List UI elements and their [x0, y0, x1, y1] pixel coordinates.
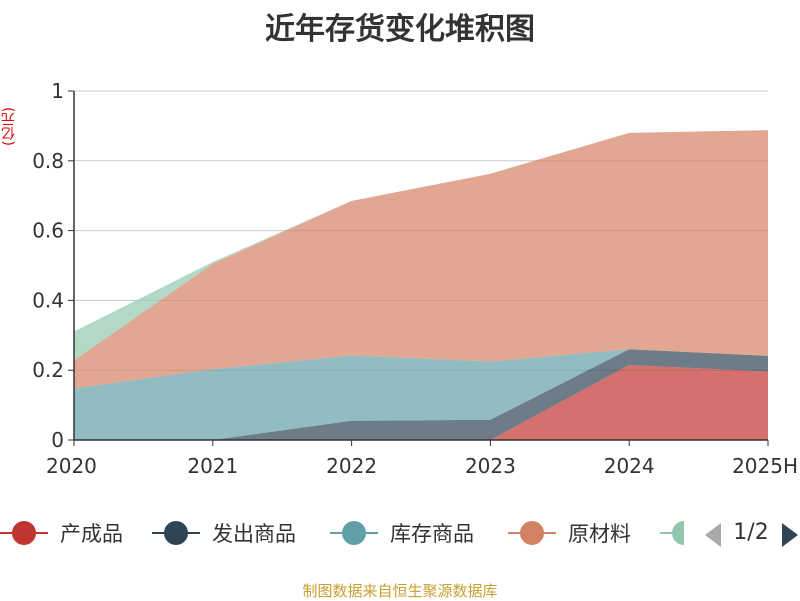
area-series-0: [74, 364, 768, 440]
area-series-3: [74, 130, 768, 389]
legend-label: 产成品: [60, 522, 123, 546]
y-tick-label: 0.6: [32, 219, 64, 243]
x-tick-label: 2025H: [732, 454, 798, 478]
y-tick-label: 0.4: [32, 288, 64, 312]
x-tick-label: 2023: [465, 454, 516, 478]
legend-marker-icon: [342, 521, 366, 545]
area-series-1: [74, 349, 768, 440]
legend-item[interactable]: 发出商品: [152, 521, 296, 546]
legend-marker-icon: [520, 521, 544, 545]
legend-next-icon[interactable]: [780, 521, 800, 549]
legend-item[interactable]: [660, 521, 708, 545]
legend-marker-icon: [164, 521, 188, 545]
data-source: 制图数据来自恒生聚源数据库: [302, 582, 498, 600]
legend-prev-icon[interactable]: [703, 521, 725, 549]
area-series-2: [74, 349, 768, 440]
legend-label: 发出商品: [212, 522, 296, 546]
legend-pager: 1/2: [700, 518, 800, 552]
y-tick-label: 1: [51, 79, 64, 103]
x-tick-label: 2021: [187, 454, 238, 478]
legend-item[interactable]: 原材料: [508, 521, 631, 546]
legend-label: 库存商品: [390, 522, 474, 546]
y-tick-label: 0: [51, 428, 64, 452]
x-tick-label: 2020: [46, 454, 97, 478]
legend-marker-icon: [12, 521, 36, 545]
legend-item[interactable]: 库存商品: [330, 521, 474, 546]
legend-label: 原材料: [568, 522, 631, 546]
legend-marker-icon: [672, 521, 684, 545]
legend-page-number: 1/2: [733, 520, 769, 545]
legend-item[interactable]: 产成品: [0, 521, 123, 546]
y-tick-label: 0.8: [32, 149, 64, 173]
x-tick-label: 2024: [604, 454, 655, 478]
y-tick-label: 0.2: [32, 358, 64, 382]
x-tick-label: 2022: [326, 454, 377, 478]
chart-title: 近年存货变化堆积图: [265, 12, 535, 47]
